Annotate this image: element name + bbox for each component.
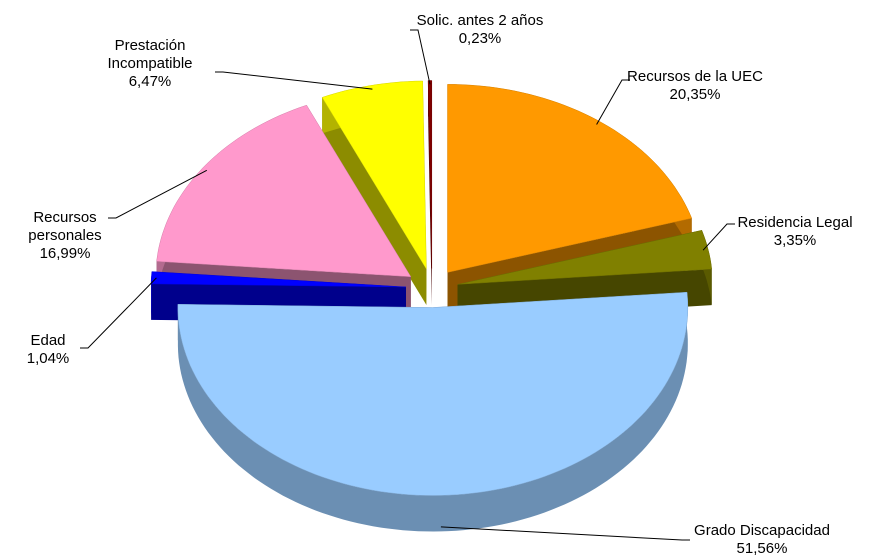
slice-group xyxy=(427,80,433,305)
category-label: Recursos de la UEC xyxy=(627,68,763,85)
data-label: Edad 1,04% xyxy=(27,332,70,368)
value-label: 20,35% xyxy=(669,86,721,103)
leader-line xyxy=(215,71,373,90)
data-label: Recursos de la UEC 20,35% xyxy=(627,68,763,104)
leader-line xyxy=(596,79,630,125)
data-label: Recursos personales 16,99% xyxy=(15,209,115,263)
value-label: 6,47% xyxy=(128,73,172,90)
slice xyxy=(156,104,412,277)
slice xyxy=(321,80,427,270)
leader-line xyxy=(108,169,208,219)
value-label: 0,23% xyxy=(458,30,502,47)
data-label: Residencia Legal 3,35% xyxy=(737,214,852,250)
slice-side xyxy=(177,292,688,532)
value-label: 16,99% xyxy=(39,245,91,262)
category-label: Grado Discapacidad xyxy=(694,522,830,539)
slice-side xyxy=(322,97,427,306)
value-label: 51,56% xyxy=(736,540,788,557)
slice-group xyxy=(177,291,689,532)
leader-line xyxy=(410,29,431,85)
category-label: Edad xyxy=(30,332,66,349)
slice xyxy=(150,271,407,288)
category-label: Residencia Legal xyxy=(737,214,853,231)
slice xyxy=(447,84,693,273)
leader-line xyxy=(440,526,690,541)
slice-group xyxy=(321,80,427,306)
slice xyxy=(177,291,689,496)
category-label: Solic. antes 2 años xyxy=(416,12,544,29)
slice xyxy=(427,80,433,269)
leader-line xyxy=(702,223,735,251)
value-label: 3,35% xyxy=(773,232,817,249)
data-label: Solic. antes 2 años 0,23% xyxy=(417,12,544,48)
category-label: Recursos personales xyxy=(28,209,102,244)
data-label: Prestación Incompatible 6,47% xyxy=(100,37,200,91)
data-label: Grado Discapacidad 51,56% xyxy=(694,522,830,558)
leader-line xyxy=(80,277,157,349)
category-label: Prestación Incompatible xyxy=(107,37,193,72)
value-label: 1,04% xyxy=(26,350,70,367)
slice xyxy=(457,230,712,285)
